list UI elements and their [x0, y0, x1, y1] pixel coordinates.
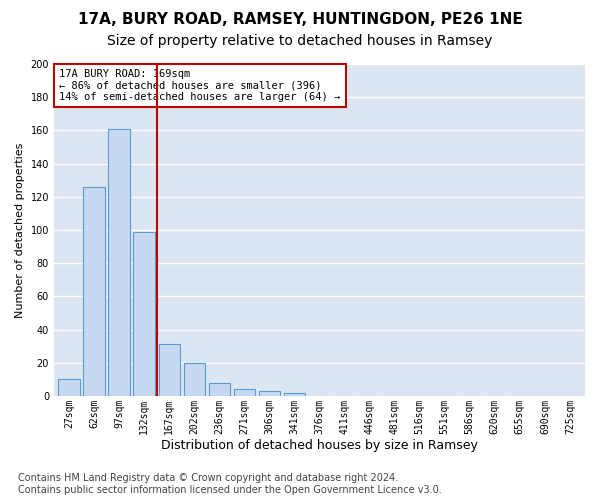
- Text: 17A, BURY ROAD, RAMSEY, HUNTINGDON, PE26 1NE: 17A, BURY ROAD, RAMSEY, HUNTINGDON, PE26…: [77, 12, 523, 28]
- Y-axis label: Number of detached properties: Number of detached properties: [15, 142, 25, 318]
- Bar: [133, 232, 155, 396]
- Text: Contains HM Land Registry data © Crown copyright and database right 2024.
Contai: Contains HM Land Registry data © Crown c…: [18, 474, 442, 495]
- X-axis label: Distribution of detached houses by size in Ramsey: Distribution of detached houses by size …: [161, 440, 478, 452]
- Text: Size of property relative to detached houses in Ramsey: Size of property relative to detached ho…: [107, 34, 493, 48]
- Bar: [109, 128, 130, 396]
- Bar: [209, 382, 230, 396]
- Bar: [184, 362, 205, 396]
- Bar: [58, 380, 80, 396]
- Bar: [83, 187, 104, 396]
- Bar: [233, 390, 255, 396]
- Bar: [158, 344, 180, 396]
- Bar: [259, 391, 280, 396]
- Text: 17A BURY ROAD: 169sqm
← 86% of detached houses are smaller (396)
14% of semi-det: 17A BURY ROAD: 169sqm ← 86% of detached …: [59, 69, 340, 102]
- Bar: [284, 392, 305, 396]
